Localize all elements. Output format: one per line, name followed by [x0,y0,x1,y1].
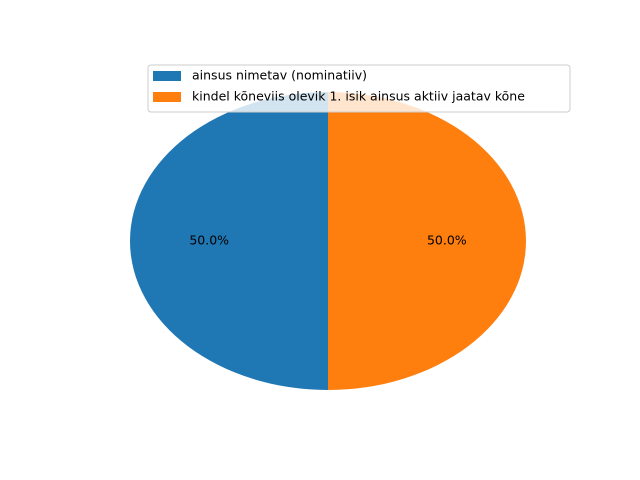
legend-swatch-1 [153,71,181,81]
percent-label-2: 50.0% [427,233,467,248]
legend-label-1: ainsus nimetav (nominatiiv) [192,68,367,83]
pie-slices [130,92,526,390]
percent-labels: 50.0% 50.0% [189,233,466,248]
pie-slice-2 [328,92,526,390]
percent-label-1: 50.0% [189,233,229,248]
legend: ainsus nimetav (nominatiiv) kindel kõnevi… [147,64,571,113]
legend-frame [147,64,571,113]
pie-slice-1 [130,92,328,390]
legend-label-2: kindel kõneviis olevik 1. isik ainsus ak… [192,89,525,104]
legend-swatch-2 [153,92,181,102]
